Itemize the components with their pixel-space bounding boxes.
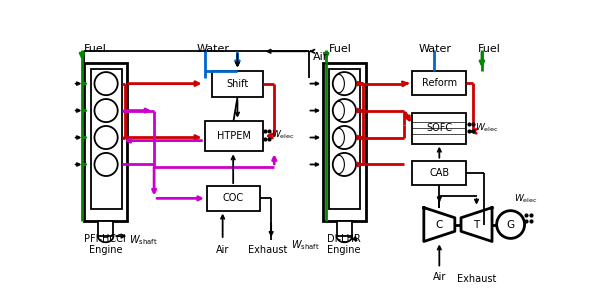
Text: CAB: CAB — [429, 168, 449, 178]
Text: $W_{\mathsf{elec}}$: $W_{\mathsf{elec}}$ — [514, 193, 538, 205]
Text: $W_{\mathsf{shaft}}$: $W_{\mathsf{shaft}}$ — [291, 238, 319, 252]
Text: PFI-HCCI
Engine: PFI-HCCI Engine — [85, 234, 126, 255]
Text: T: T — [473, 219, 479, 230]
Text: Exhaust: Exhaust — [248, 245, 287, 255]
Bar — [412, 71, 466, 95]
Bar — [412, 113, 466, 144]
Text: DI-LHR
Engine: DI-LHR Engine — [327, 234, 361, 255]
Text: COC: COC — [223, 193, 244, 203]
Text: Air: Air — [216, 245, 229, 255]
Bar — [207, 186, 259, 211]
Text: $W_{\mathsf{shaft}}$: $W_{\mathsf{shaft}}$ — [129, 233, 158, 247]
Text: Shift: Shift — [226, 79, 248, 89]
Text: Fuel: Fuel — [478, 44, 501, 54]
Bar — [329, 69, 359, 209]
Text: G: G — [506, 219, 515, 230]
Text: Fuel: Fuel — [329, 44, 351, 54]
Bar — [323, 63, 366, 221]
Text: Fuel: Fuel — [83, 44, 107, 54]
Text: Water: Water — [419, 44, 451, 54]
Bar — [98, 221, 113, 236]
Bar — [212, 71, 262, 97]
Text: Air: Air — [313, 52, 329, 62]
Text: Air: Air — [433, 272, 446, 282]
Text: $W_{\mathsf{elec}}$: $W_{\mathsf{elec}}$ — [271, 129, 295, 141]
Bar — [337, 221, 352, 236]
Text: HTPEM: HTPEM — [216, 131, 251, 141]
Text: Water: Water — [197, 44, 230, 54]
Bar — [85, 63, 127, 221]
Bar — [205, 120, 262, 151]
Text: C: C — [436, 219, 443, 230]
Text: $W_{\mathsf{elec}}$: $W_{\mathsf{elec}}$ — [475, 121, 498, 134]
Text: Reform: Reform — [422, 78, 457, 88]
Bar — [91, 69, 121, 209]
Text: SOFC: SOFC — [426, 123, 452, 133]
Text: Exhaust: Exhaust — [457, 274, 496, 284]
Bar — [412, 161, 466, 185]
